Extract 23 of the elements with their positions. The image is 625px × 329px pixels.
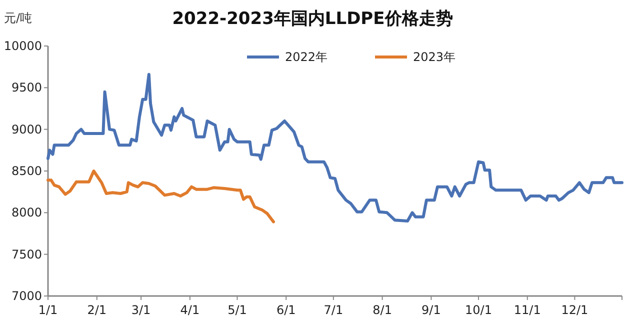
y-tick-label: 9000 bbox=[11, 122, 42, 136]
x-tick-label: 10/1 bbox=[465, 303, 492, 317]
x-tick-label: 5/1 bbox=[228, 303, 247, 317]
x-tick-label: 1/1 bbox=[38, 303, 58, 317]
y-tick-label: 10000 bbox=[4, 39, 42, 53]
legend-label: 2023年 bbox=[413, 50, 456, 64]
x-tick-label: 4/1 bbox=[180, 303, 200, 317]
x-tick-label: 6/1 bbox=[276, 303, 296, 317]
legend-label: 2022年 bbox=[285, 50, 328, 64]
x-tick-label: 2/1 bbox=[87, 303, 107, 317]
x-tick-label: 3/1 bbox=[131, 303, 151, 317]
y-tick-label: 8500 bbox=[11, 164, 42, 178]
y-tick-label: 8000 bbox=[11, 206, 42, 220]
y-tick-label: 7500 bbox=[11, 247, 42, 262]
y-tick-label: 7000 bbox=[11, 289, 42, 303]
x-tick-label: 8/1 bbox=[372, 303, 392, 317]
ylabel: 元/吨 bbox=[4, 11, 32, 25]
x-tick-label: 12/1 bbox=[561, 303, 588, 317]
title: 2022-2023年国内LLDPE价格走势 bbox=[172, 9, 453, 29]
x-tick-label: 9/1 bbox=[422, 303, 441, 317]
x-tick-label: 7/1 bbox=[324, 303, 344, 317]
x-tick-label: 11/1 bbox=[514, 303, 541, 317]
y-tick-label: 9500 bbox=[11, 80, 42, 95]
